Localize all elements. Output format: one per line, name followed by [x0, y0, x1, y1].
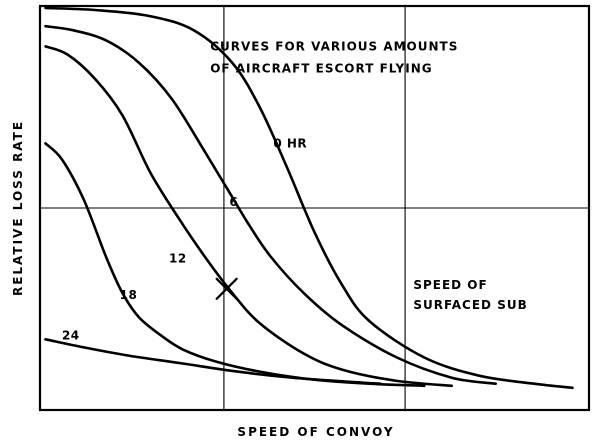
gridlines — [40, 6, 589, 410]
curve-label-0-hr: 0 HR — [273, 136, 307, 150]
x-marker-stroke — [215, 277, 238, 300]
marker — [215, 277, 238, 300]
annotation-text: OF AIRCRAFT ESCORT FLYING — [210, 62, 432, 76]
annotation-text: SURFACED SUB — [413, 298, 527, 312]
plot-frame — [38, 4, 591, 412]
curves — [44, 6, 574, 390]
curve-labels: 0 HR 6 12 18 24 — [62, 136, 307, 342]
curve-label-18: 18 — [120, 288, 138, 302]
curve-label-24: 24 — [62, 328, 80, 342]
curve-label-6: 6 — [229, 195, 238, 209]
annotation-text: SPEED OF — [413, 278, 487, 292]
curve-6 — [44, 24, 497, 385]
curve-12 — [44, 45, 454, 388]
x-marker — [215, 277, 238, 300]
x-axis-label: SPEED OF CONVOY — [237, 425, 394, 439]
y-axis-label: RELATIVE LOSS RATE — [11, 120, 25, 296]
curve-24 — [44, 338, 382, 385]
curve-18 — [44, 142, 426, 388]
annotation-text: CURVES FOR VARIOUS AMOUNTS — [210, 39, 458, 53]
annotations: CURVES FOR VARIOUS AMOUNTS OF AIRCRAFT ES… — [210, 39, 527, 312]
curve-0-hr — [44, 6, 574, 390]
curve-label-12: 12 — [169, 252, 187, 266]
